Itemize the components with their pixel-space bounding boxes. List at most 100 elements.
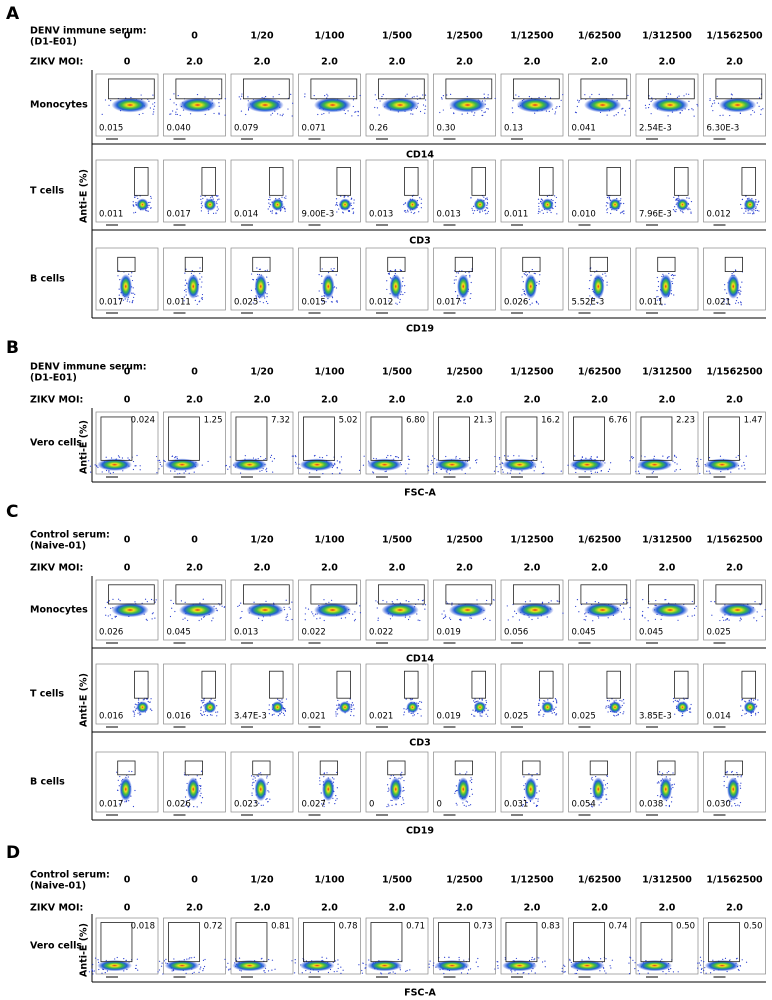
event-dot	[648, 607, 649, 608]
event-dot	[393, 971, 394, 972]
event-dot	[739, 620, 740, 621]
event-dot	[444, 957, 445, 958]
event-dot	[552, 713, 553, 714]
x-axis-label: CD3	[409, 236, 430, 247]
event-dot	[201, 714, 202, 715]
event-dot	[364, 456, 365, 457]
event-dot	[554, 709, 555, 710]
event-dot	[671, 281, 672, 282]
event-dot	[547, 212, 548, 213]
event-dot	[253, 602, 254, 603]
event-dot	[332, 777, 333, 778]
cell-population	[255, 777, 267, 801]
event-dot	[266, 471, 267, 472]
event-dot	[677, 620, 678, 621]
event-dot	[673, 197, 674, 198]
event-dot	[390, 800, 391, 801]
event-dot	[538, 206, 539, 207]
cell-type-label: T cells	[30, 689, 64, 700]
event-dot	[336, 715, 337, 716]
event-dot	[649, 104, 650, 105]
event-dot	[534, 113, 535, 114]
event-dot	[397, 304, 398, 305]
event-dot	[486, 702, 487, 703]
gate-percentage: 6.30E-3	[707, 124, 740, 134]
event-dot	[483, 619, 484, 620]
event-dot	[629, 973, 630, 974]
event-dot	[659, 771, 660, 772]
event-dot	[577, 100, 578, 101]
cell-population	[660, 777, 672, 801]
event-dot	[536, 779, 537, 780]
event-dot	[729, 959, 730, 960]
event-dot	[339, 462, 340, 463]
event-dot	[156, 599, 157, 600]
gate-percentage: 0.026	[99, 628, 123, 638]
flow-plot: 21.3	[427, 412, 496, 477]
event-dot	[732, 771, 733, 772]
event-dot	[102, 471, 103, 472]
cell-population	[609, 198, 621, 210]
cell-population	[339, 701, 351, 713]
cell-type-label: T cells	[30, 186, 64, 197]
event-dot	[336, 287, 337, 288]
event-dot	[675, 211, 676, 212]
event-dot	[676, 463, 677, 464]
event-dot	[405, 95, 406, 96]
event-dot	[720, 471, 721, 472]
event-dot	[252, 785, 253, 786]
event-dot	[412, 114, 413, 115]
event-dot	[678, 196, 679, 197]
event-dot	[525, 294, 526, 295]
event-dot	[529, 272, 530, 273]
event-dot	[140, 469, 141, 470]
event-dot	[266, 468, 267, 469]
event-dot	[224, 606, 225, 607]
event-dot	[204, 714, 205, 715]
event-dot	[336, 198, 337, 199]
flow-plot: 7.32	[225, 412, 293, 477]
event-dot	[201, 700, 202, 701]
event-dot	[605, 794, 606, 795]
event-dot	[343, 970, 344, 971]
event-dot	[88, 460, 89, 461]
moi-value: 2.0	[659, 395, 676, 406]
event-dot	[388, 788, 389, 789]
flow-plot: 0.038	[636, 752, 698, 815]
event-dot	[335, 204, 336, 205]
cell-population	[187, 274, 199, 299]
flow-plot: 0.021	[704, 248, 766, 313]
event-dot	[417, 713, 418, 714]
event-dot	[562, 971, 563, 972]
event-dot	[688, 109, 689, 110]
serum-label: Control serum:	[30, 530, 110, 541]
event-dot	[507, 605, 508, 606]
event-dot	[470, 197, 471, 198]
event-dot	[674, 275, 675, 276]
event-dot	[623, 702, 624, 703]
event-dot	[340, 973, 341, 974]
event-dot	[252, 279, 253, 280]
event-dot	[192, 270, 193, 271]
event-dot	[703, 961, 704, 962]
event-dot	[551, 600, 552, 601]
event-dot	[241, 93, 242, 94]
event-dot	[456, 272, 457, 273]
flow-plot: 0.025	[704, 580, 766, 643]
event-dot	[401, 270, 402, 271]
event-dot	[418, 599, 419, 600]
event-dot	[590, 793, 591, 794]
event-dot	[753, 213, 754, 214]
cell-population	[541, 701, 553, 713]
gate-percentage: 1.47	[744, 416, 763, 426]
event-dot	[263, 302, 264, 303]
cell-population	[719, 603, 756, 617]
event-dot	[722, 959, 723, 960]
event-dot	[519, 619, 520, 620]
event-dot	[299, 468, 300, 469]
event-dot	[722, 115, 723, 116]
gate-percentage: 0.013	[437, 210, 461, 220]
dilution: 1/1562500	[706, 535, 763, 546]
event-dot	[295, 456, 296, 457]
